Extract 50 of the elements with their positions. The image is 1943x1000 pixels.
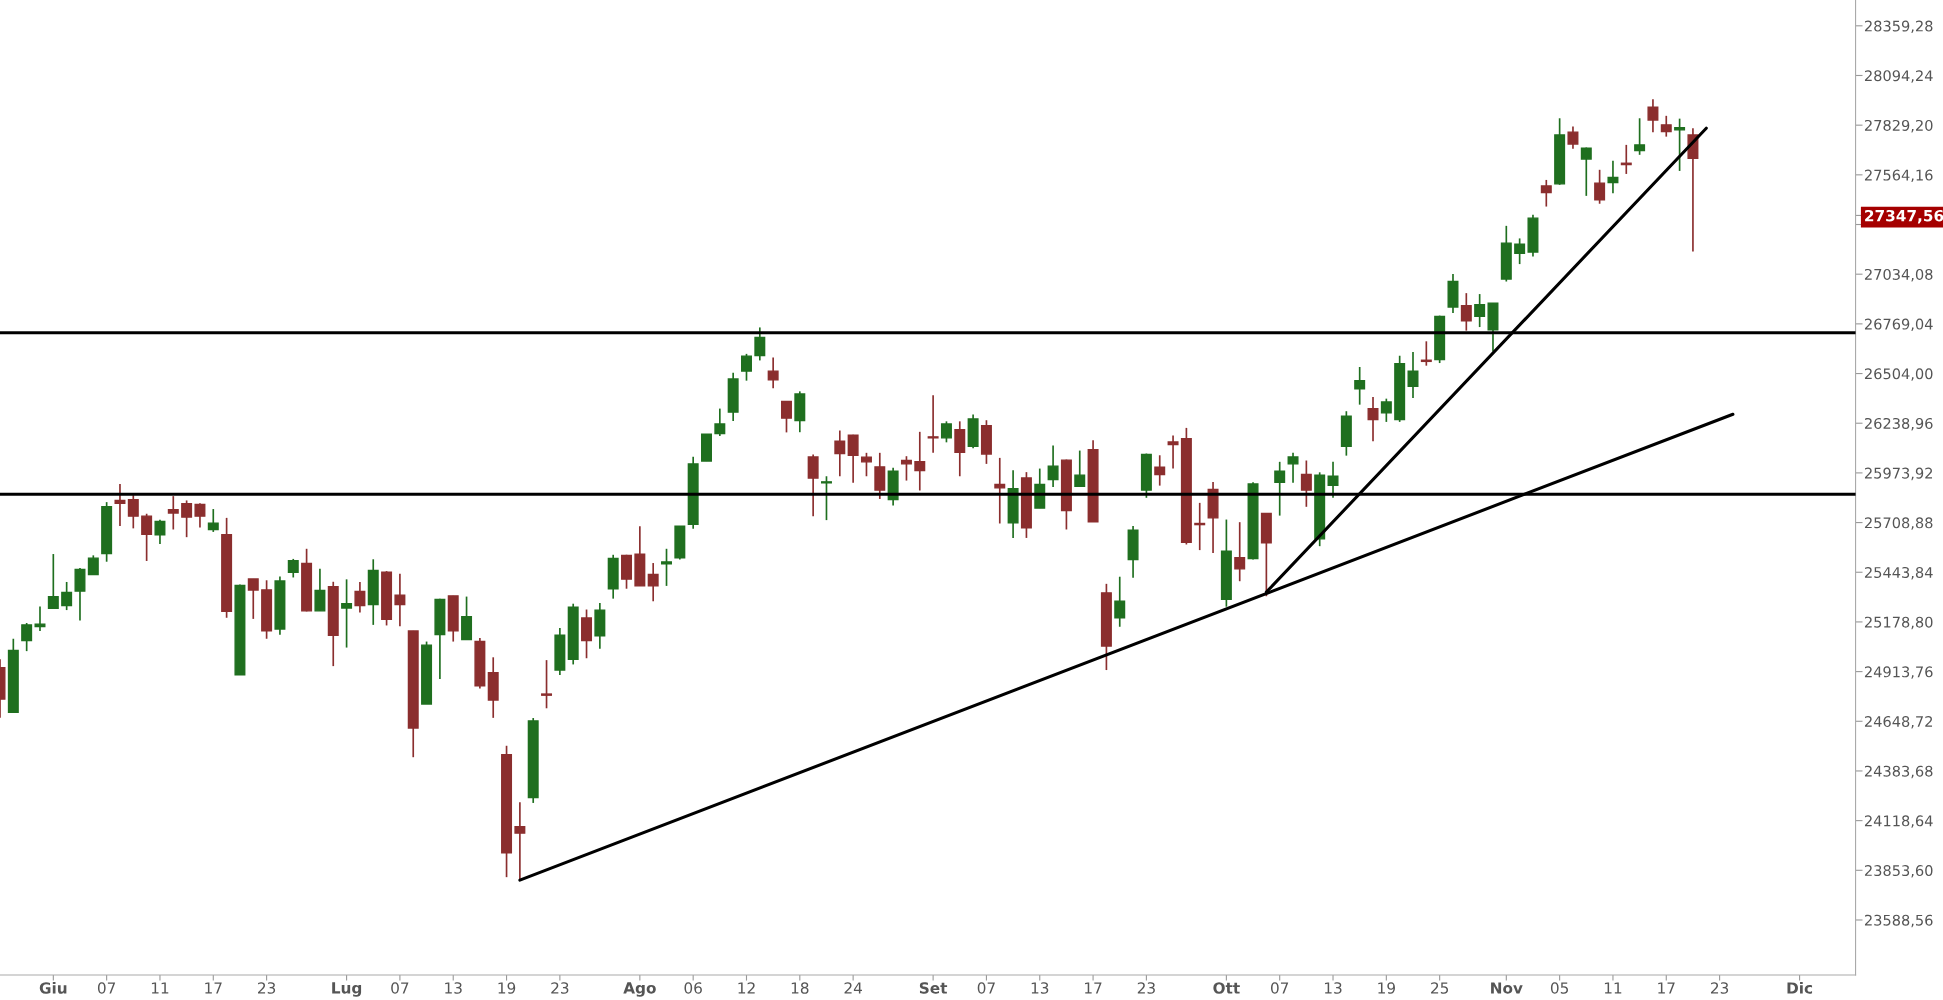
y-tick-label: 26504,00 xyxy=(1864,368,1933,381)
x-tick-label: 23 xyxy=(258,982,276,994)
x-tick-label: 25 xyxy=(1431,982,1449,994)
x-tick-label: Giu xyxy=(39,981,67,994)
y-tick-label: 25178,80 xyxy=(1864,616,1933,630)
x-tick-label: Dic xyxy=(1787,981,1813,994)
x-tick-label: 13 xyxy=(445,982,462,994)
y-tick-label: 24648,72 xyxy=(1864,715,1933,729)
y-tick-label: 26769,04 xyxy=(1864,318,1933,332)
x-tick-label: 06 xyxy=(684,982,702,994)
x-tick-label: 17 xyxy=(205,982,222,994)
y-tick-label: 27034,08 xyxy=(1864,268,1933,282)
x-tick-label: 19 xyxy=(498,982,516,994)
x-tick-label: 13 xyxy=(1324,982,1342,994)
x-tick-label: 24 xyxy=(844,982,862,994)
x-tick-label: 05 xyxy=(1550,982,1569,994)
y-tick-label: 27564,16 xyxy=(1864,169,1933,183)
x-tick-label: 11 xyxy=(1604,982,1622,994)
y-tick-label: 25973,92 xyxy=(1864,467,1933,481)
x-tick-label: 07 xyxy=(97,982,116,994)
y-tick-label: 24118,64 xyxy=(1864,815,1933,828)
x-tick-label: 12 xyxy=(738,982,755,994)
y-tick-label: 24383,68 xyxy=(1864,765,1933,779)
x-tick-label: Nov xyxy=(1491,982,1523,994)
x-tick-label: 17 xyxy=(1085,982,1102,994)
x-tick-label: 07 xyxy=(977,982,995,994)
x-tick-label: 23 xyxy=(1137,982,1155,994)
y-tick-label: 23588,56 xyxy=(1864,914,1933,928)
x-tick-label: 23 xyxy=(551,982,569,994)
x-tick-label: 23 xyxy=(1711,982,1729,994)
x-tick-label: Set xyxy=(919,982,948,994)
y-tick-label: 25708,88 xyxy=(1864,517,1933,530)
x-tick-label: 19 xyxy=(1378,982,1395,994)
y-tick-label: 26238,96 xyxy=(1864,417,1933,431)
y-tick-label: 25443,84 xyxy=(1864,566,1933,580)
y-tick-label: 23853,60 xyxy=(1864,865,1933,878)
x-tick-label: 07 xyxy=(391,982,409,994)
y-tick-label: 27829,20 xyxy=(1864,119,1933,133)
x-tick-label: Ago xyxy=(623,982,656,997)
x-tick-label: Ott xyxy=(1213,982,1240,994)
y-tick-label: 28359,28 xyxy=(1864,20,1933,34)
x-tick-label: 13 xyxy=(1031,982,1049,994)
y-tick-label: 24913,76 xyxy=(1864,666,1933,679)
x-tick-label: 11 xyxy=(151,982,169,994)
x-tick-label: 07 xyxy=(1270,982,1289,994)
x-tick-label: 18 xyxy=(791,982,809,994)
y-tick-label: 27347,56 xyxy=(1865,209,1943,224)
x-tick-label: Lug xyxy=(332,982,362,997)
x-tick-label: 17 xyxy=(1658,982,1675,994)
y-tick-label: 28094,24 xyxy=(1864,70,1933,83)
